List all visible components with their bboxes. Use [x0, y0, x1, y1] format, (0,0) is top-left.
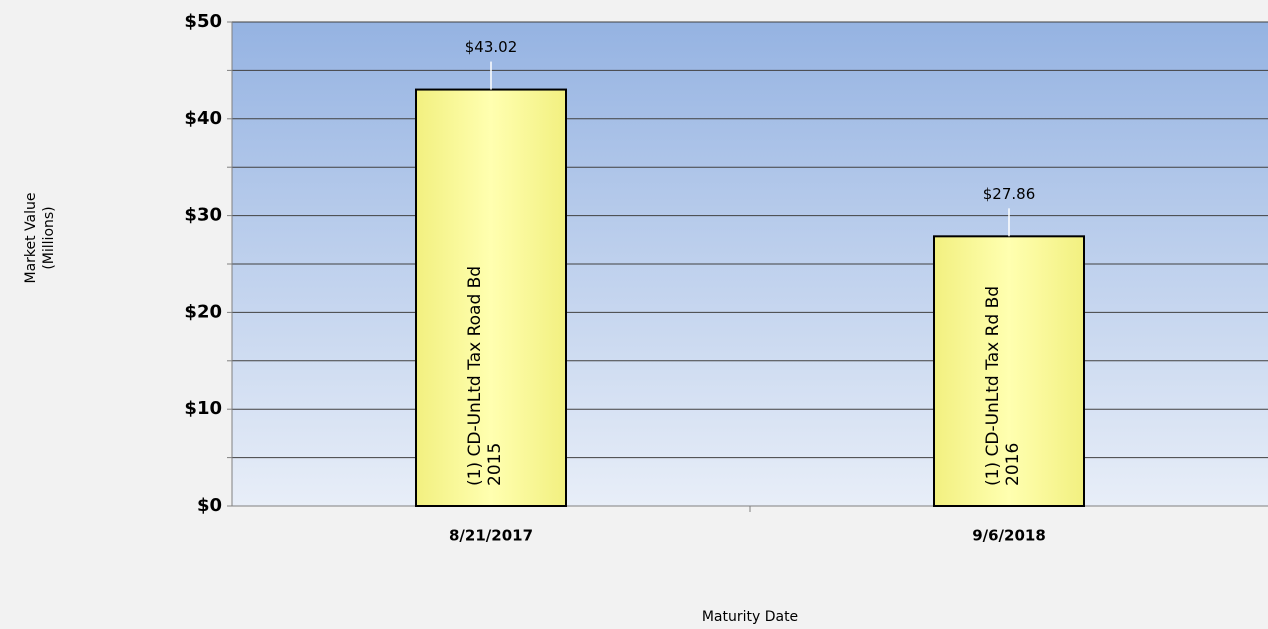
bar-label: (1) CD-UnLtd Tax Rd Bd2016: [983, 286, 1023, 486]
y-tick-label: $50: [184, 11, 222, 32]
y-tick-label: $0: [197, 495, 222, 516]
y-tick-label: $10: [184, 398, 222, 419]
x-tick-label: 9/6/2018: [972, 527, 1046, 545]
bar: [933, 235, 1085, 508]
bar-label: (1) CD-UnLtd Tax Road Bd2015: [465, 266, 505, 486]
value-label: $43.02: [465, 38, 518, 56]
bar: [415, 88, 567, 507]
bar-label-line: (1) CD-UnLtd Tax Rd Bd: [983, 286, 1003, 486]
y-tick-label: $30: [184, 205, 222, 226]
y-tick-label: $40: [184, 108, 222, 129]
y-axis-label: Market Value (Millions): [23, 192, 57, 283]
y-tick-label: $20: [184, 301, 222, 322]
y-axis-label-line: Market Value: [23, 192, 39, 283]
value-label: $27.86: [983, 185, 1036, 203]
x-axis-label: Maturity Date: [702, 609, 798, 625]
bar-label-line: (1) CD-UnLtd Tax Road Bd: [465, 266, 485, 486]
y-axis-label-line: (Millions): [41, 206, 57, 269]
bar-label-line: 2015: [485, 443, 505, 486]
bar-label-line: 2016: [1003, 443, 1023, 486]
x-tick-label: 8/21/2017: [449, 527, 533, 545]
